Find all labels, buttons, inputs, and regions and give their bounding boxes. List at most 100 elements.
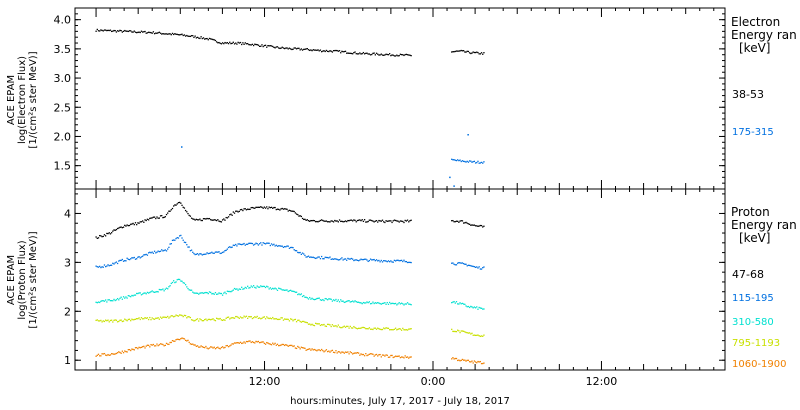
electron-data-point [341, 50, 343, 52]
proton-data-point [245, 315, 248, 317]
proton-data-point [176, 315, 178, 317]
proton-data-point [270, 318, 273, 320]
electron-data-point [477, 160, 479, 162]
proton-data-point [202, 253, 205, 256]
electron-data-point [352, 53, 354, 55]
proton-data-point [325, 298, 328, 300]
proton-data-point [323, 220, 325, 222]
proton-data-point [159, 250, 162, 252]
proton-data-point [297, 293, 299, 296]
electron-data-point [312, 49, 314, 51]
proton-data-point [106, 354, 108, 357]
proton-data-point [453, 221, 455, 223]
proton-data-point [343, 258, 345, 260]
electron-data-point [410, 55, 412, 57]
proton-data-point [357, 301, 360, 303]
proton-data-point [340, 220, 342, 223]
proton-data-point [150, 344, 152, 346]
proton-data-point [213, 252, 215, 254]
proton-data-point [214, 219, 217, 221]
proton-data-point [236, 342, 238, 344]
proton-data-point [470, 305, 472, 308]
proton-data-point [244, 244, 246, 246]
proton-data-point [305, 321, 307, 324]
electron-data-point [220, 43, 223, 45]
proton-data-point [211, 251, 213, 253]
proton-data-point [221, 294, 224, 296]
proton-data-point [175, 314, 177, 316]
proton-data-point [227, 346, 230, 348]
proton-data-point [263, 342, 266, 345]
proton-data-point [114, 319, 116, 321]
proton-data-point [131, 223, 133, 225]
proton-data-point [213, 293, 215, 295]
proton-data-point [263, 285, 266, 288]
proton-data-point [459, 302, 461, 304]
electron-data-point [144, 30, 146, 33]
proton-data-point [328, 298, 330, 300]
proton-data-point [214, 319, 217, 322]
proton-data-point [390, 303, 392, 305]
proton-data-point [409, 356, 411, 358]
proton-data-point [367, 260, 369, 263]
proton-data-point [158, 250, 161, 253]
electron-data-point [124, 29, 126, 32]
proton-data-point [266, 316, 268, 318]
proton-data-point [219, 252, 221, 255]
proton-data-point [381, 302, 384, 305]
proton-data-point [168, 210, 170, 212]
proton-data-point [237, 316, 239, 319]
proton-data-point [348, 327, 350, 329]
proton-data-point [239, 316, 242, 318]
proton-data-point [99, 355, 101, 357]
proton-data-point [281, 245, 283, 247]
proton-data-point [232, 317, 234, 319]
proton-data-point [473, 266, 476, 268]
electron-data-point [187, 35, 189, 37]
proton-data-point [316, 323, 318, 325]
proton-data-point [188, 341, 190, 343]
electron-ytick-label: 2.5 [54, 101, 72, 114]
proton-data-point [478, 335, 480, 337]
proton-data-point [372, 353, 374, 356]
electron-data-point [275, 46, 277, 48]
proton-data-point [300, 253, 303, 256]
proton-data-point [363, 327, 366, 329]
proton-data-point [144, 292, 146, 294]
proton-data-point [323, 299, 325, 302]
proton-data-point [337, 299, 339, 301]
proton-data-point [264, 286, 267, 289]
electron-legend-entry-175-315: 175-315 [732, 127, 774, 138]
proton-data-point [356, 219, 359, 222]
electron-data-point [457, 50, 459, 52]
proton-data-point [194, 219, 196, 221]
proton-data-point [126, 297, 128, 299]
proton-data-point [317, 256, 319, 258]
proton-data-point [272, 207, 274, 209]
electron-data-point [386, 53, 388, 56]
proton-data-point [264, 207, 267, 209]
electron-data-point [241, 43, 243, 46]
proton-data-point [319, 324, 322, 327]
proton-data-point [347, 300, 349, 302]
proton-data-point [294, 212, 297, 214]
proton-data-point [193, 320, 195, 322]
electron-data-point [384, 54, 386, 56]
proton-data-point [171, 281, 174, 284]
proton-data-point [292, 247, 294, 249]
proton-data-point [223, 292, 225, 294]
proton-data-point [470, 361, 472, 363]
proton-data-point [402, 303, 404, 305]
proton-data-point [457, 220, 459, 222]
proton-data-point [102, 235, 104, 238]
proton-data-point [455, 220, 458, 222]
proton-data-point [319, 299, 322, 301]
proton-data-point [249, 208, 251, 210]
proton-data-point [96, 354, 98, 356]
proton-data-point [359, 259, 361, 261]
proton-data-point [255, 242, 257, 244]
proton-data-point [329, 256, 331, 258]
proton-data-point [210, 291, 212, 294]
electron-data-point [460, 160, 462, 163]
proton-data-point [336, 220, 338, 222]
